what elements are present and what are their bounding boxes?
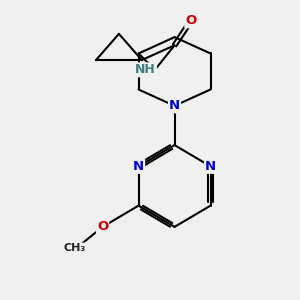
Text: N: N [169, 99, 180, 112]
Text: CH₃: CH₃ [64, 243, 86, 253]
Text: O: O [97, 220, 108, 233]
Text: O: O [185, 14, 197, 27]
Text: N: N [205, 160, 216, 173]
Text: NH: NH [135, 63, 156, 76]
Text: N: N [133, 160, 144, 173]
